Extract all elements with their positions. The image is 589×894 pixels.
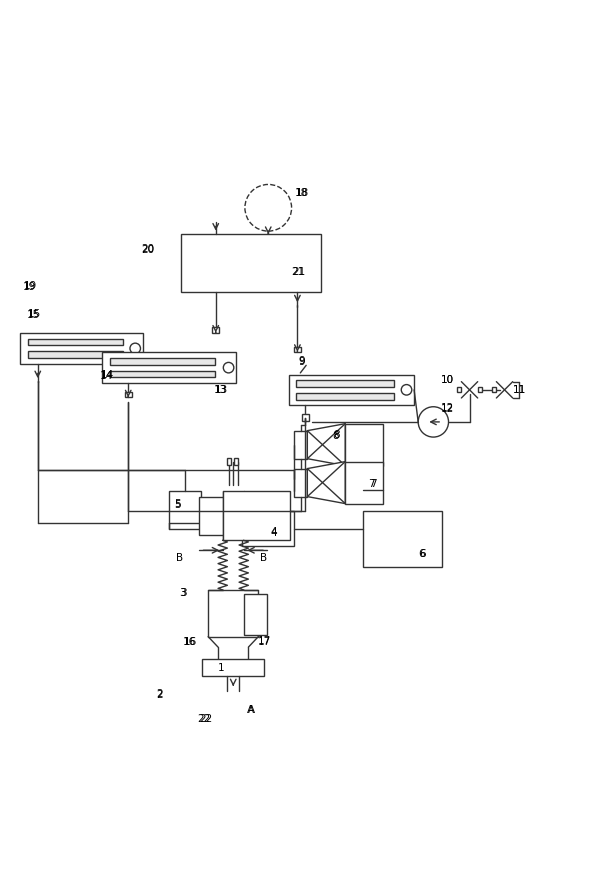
Bar bbox=[478, 387, 482, 392]
Text: 20: 20 bbox=[141, 245, 154, 255]
Text: 17: 17 bbox=[257, 637, 271, 646]
Text: 5: 5 bbox=[174, 501, 181, 510]
Text: 13: 13 bbox=[214, 385, 227, 395]
Text: 11: 11 bbox=[513, 384, 527, 395]
Text: 19: 19 bbox=[24, 281, 38, 291]
Text: 14: 14 bbox=[100, 371, 113, 381]
Text: 16: 16 bbox=[184, 637, 197, 647]
Circle shape bbox=[130, 343, 140, 354]
Text: 7: 7 bbox=[370, 479, 376, 489]
Text: 4: 4 bbox=[270, 528, 277, 538]
Polygon shape bbox=[307, 461, 345, 503]
Text: 13: 13 bbox=[215, 385, 228, 395]
Bar bbox=[110, 358, 214, 365]
Bar bbox=[244, 594, 267, 635]
Text: 2: 2 bbox=[156, 690, 163, 700]
Polygon shape bbox=[307, 424, 345, 466]
Bar bbox=[200, 496, 223, 535]
Text: 3: 3 bbox=[180, 588, 187, 598]
Circle shape bbox=[401, 384, 412, 395]
Circle shape bbox=[223, 362, 234, 373]
Bar bbox=[289, 375, 414, 405]
Text: 22: 22 bbox=[197, 714, 211, 724]
Bar bbox=[294, 468, 307, 496]
Text: 6: 6 bbox=[418, 549, 425, 560]
Text: 16: 16 bbox=[183, 637, 196, 647]
Bar bbox=[169, 491, 201, 528]
Bar bbox=[294, 347, 301, 352]
Bar bbox=[456, 387, 461, 392]
Bar bbox=[208, 590, 259, 637]
Circle shape bbox=[418, 407, 449, 437]
Bar bbox=[302, 414, 309, 421]
Text: 3: 3 bbox=[179, 588, 186, 598]
Text: 7: 7 bbox=[368, 479, 375, 489]
Bar bbox=[294, 431, 307, 459]
Text: 1: 1 bbox=[219, 662, 225, 672]
Text: 19: 19 bbox=[23, 282, 37, 291]
Bar bbox=[110, 371, 214, 377]
Text: 9: 9 bbox=[298, 358, 305, 367]
Text: 4: 4 bbox=[271, 527, 277, 536]
Bar bbox=[345, 461, 383, 503]
Text: B: B bbox=[260, 552, 267, 563]
Text: 8: 8 bbox=[332, 432, 339, 442]
Text: 18: 18 bbox=[296, 188, 309, 198]
Text: 12: 12 bbox=[441, 404, 454, 414]
Bar bbox=[234, 458, 239, 465]
Text: 12: 12 bbox=[441, 403, 454, 413]
Bar bbox=[227, 458, 231, 465]
Bar bbox=[20, 333, 143, 364]
Bar bbox=[28, 351, 123, 358]
Text: 21: 21 bbox=[293, 267, 306, 277]
Text: 18: 18 bbox=[295, 189, 308, 198]
Text: 5: 5 bbox=[174, 499, 181, 509]
Text: 9: 9 bbox=[298, 356, 305, 366]
Bar bbox=[492, 387, 497, 392]
Text: 21: 21 bbox=[291, 267, 304, 277]
Circle shape bbox=[245, 184, 292, 232]
Bar bbox=[242, 511, 294, 546]
Bar bbox=[363, 511, 442, 567]
Bar bbox=[296, 392, 394, 400]
Text: 2: 2 bbox=[156, 689, 163, 699]
Text: 10: 10 bbox=[441, 375, 454, 385]
Text: 14: 14 bbox=[101, 370, 114, 380]
Text: 22: 22 bbox=[199, 714, 213, 724]
Text: 20: 20 bbox=[141, 244, 154, 254]
Bar bbox=[223, 491, 290, 540]
Text: 10: 10 bbox=[441, 375, 454, 385]
Text: 11: 11 bbox=[512, 384, 526, 395]
Text: B: B bbox=[176, 552, 183, 563]
Text: 6: 6 bbox=[419, 549, 426, 559]
Text: 17: 17 bbox=[257, 637, 271, 647]
Text: 15: 15 bbox=[27, 309, 40, 319]
Text: A: A bbox=[247, 704, 254, 714]
Bar bbox=[296, 380, 394, 387]
Bar bbox=[345, 424, 383, 466]
Text: 8: 8 bbox=[333, 430, 340, 441]
Text: A: A bbox=[248, 704, 255, 714]
Bar bbox=[102, 352, 236, 383]
Bar bbox=[181, 234, 321, 292]
Bar bbox=[28, 339, 123, 345]
Bar bbox=[125, 392, 132, 398]
Bar bbox=[202, 659, 264, 676]
Bar bbox=[212, 327, 219, 333]
Text: 15: 15 bbox=[28, 309, 41, 319]
